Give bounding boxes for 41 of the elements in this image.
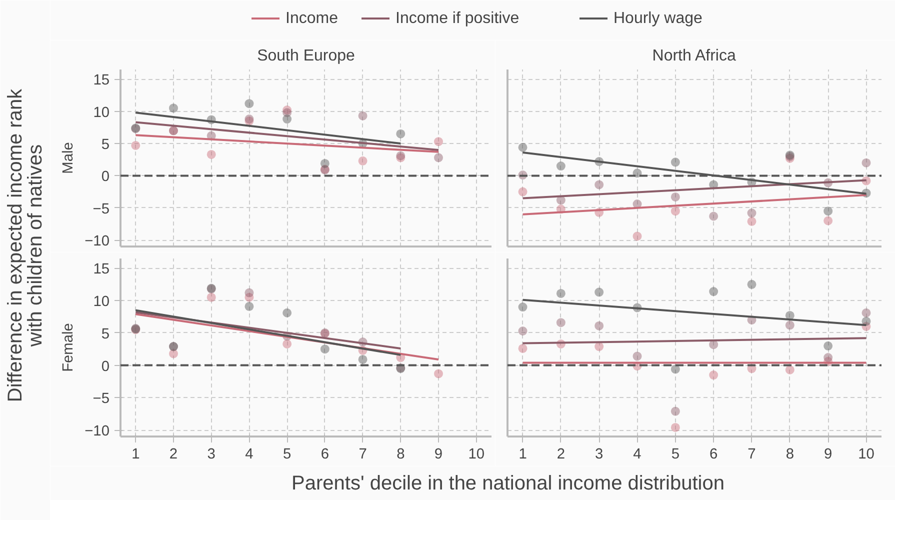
x-tick-label: 9: [434, 446, 443, 462]
legend-label: Income: [286, 10, 338, 27]
x-tick-label: 1: [518, 446, 527, 462]
text: Parents' decile in the national income distribution: [292, 472, 724, 494]
y-tick-label: 0: [101, 169, 110, 186]
y-tick-label: 5: [101, 137, 110, 154]
y-tick-label: 5: [101, 326, 110, 342]
y-tick-label: −5: [92, 201, 110, 218]
x-tick-label: 3: [595, 446, 604, 462]
x-tick-label: 5: [671, 446, 680, 462]
y-tick-label: 10: [93, 104, 110, 121]
x-tick-label: 3: [207, 446, 216, 462]
x-tick-label: 1: [132, 446, 140, 462]
chart-title: South Europe: [257, 48, 356, 64]
y-tick-label: 15: [93, 72, 110, 89]
x-tick-label: 2: [556, 446, 566, 462]
chart-title: North Africa: [652, 48, 736, 64]
x-tick-label: 10: [858, 446, 874, 462]
text: Difference in expected income rank with children of natives: [4, 88, 46, 402]
legend-label: Hourly wage: [614, 10, 703, 27]
x-tick-label: 2: [169, 446, 178, 462]
y-axis-title: Female: [60, 323, 77, 372]
y-axis-title: Male: [60, 142, 77, 174]
y-tick-label: 15: [93, 262, 110, 278]
x-tick-label: 7: [748, 446, 756, 462]
x-tick-label: 4: [245, 446, 254, 462]
y-tick-label: −10: [84, 424, 110, 440]
legend-label: Income if positive: [396, 10, 520, 27]
x-tick-label: 6: [710, 446, 718, 462]
y-tick-label: 10: [93, 294, 110, 310]
y-tick-label: −5: [92, 391, 110, 408]
x-tick-label: 7: [358, 446, 367, 462]
y-tick-label: 0: [101, 358, 110, 375]
x-tick-label: 9: [824, 446, 832, 462]
y-tick-label: −10: [84, 234, 110, 250]
x-tick-label: 5: [282, 446, 292, 462]
x-tick-label: 4: [633, 446, 642, 462]
x-tick-label: 6: [320, 446, 330, 462]
x-tick-label: 8: [786, 446, 794, 462]
x-tick-label: 10: [468, 446, 485, 462]
x-tick-label: 8: [396, 446, 405, 462]
